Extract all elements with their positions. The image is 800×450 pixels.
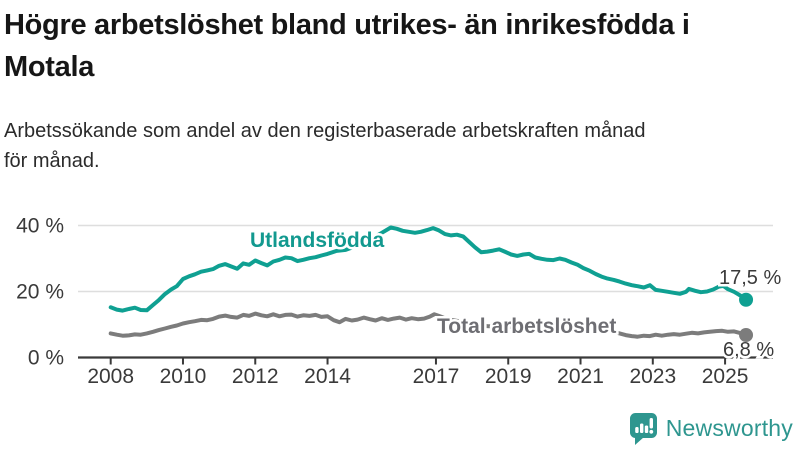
x-tick-label: 2025 <box>702 365 749 388</box>
series-label-total: Total arbetslöshet <box>437 315 616 338</box>
series-end-dot-utlandsfodda <box>739 292 754 307</box>
chart-subtitle: Arbetssökande som andel av den registerb… <box>4 116 796 176</box>
page-title: Högre arbetslöshet bland utrikes- än inr… <box>4 4 796 88</box>
y-tick-label: 20 % <box>16 281 64 304</box>
x-tick-label: 2014 <box>304 365 351 388</box>
series-line-utlandsfodda <box>108 225 748 313</box>
x-tick-label: 2017 <box>413 365 460 388</box>
x-tick-label: 2019 <box>485 365 532 388</box>
x-tick-label: 2023 <box>629 365 676 388</box>
chart-subtitle-line2: för månad. <box>4 150 100 172</box>
y-tick-label: 0 % <box>28 347 64 370</box>
x-tick-label: 2008 <box>87 365 134 388</box>
newsworthy-logo-icon <box>629 413 657 445</box>
y-tick-label: 40 % <box>16 215 64 238</box>
newsworthy-brand-name: Newsworthy <box>665 415 793 441</box>
series-label-utlandsfodda: Utlandsfödda <box>250 229 384 252</box>
x-tick-label: 2012 <box>232 365 279 388</box>
series-end-dot-total <box>739 328 754 343</box>
end-value-label-utlandsfodda: 17,5 % <box>719 267 781 289</box>
x-tick-label: 2021 <box>557 365 604 388</box>
page-title-line2: Motala <box>4 51 95 83</box>
page-title-line1: Högre arbetslöshet bland utrikes- än inr… <box>4 9 690 41</box>
series-line-total <box>108 311 748 339</box>
chart-subtitle-line1: Arbetssökande som andel av den registerb… <box>4 120 646 142</box>
x-tick-label: 2010 <box>160 365 207 388</box>
end-value-label-total: 6,8 % <box>723 339 774 361</box>
newsworthy-logo: Newsworthy <box>629 412 793 445</box>
